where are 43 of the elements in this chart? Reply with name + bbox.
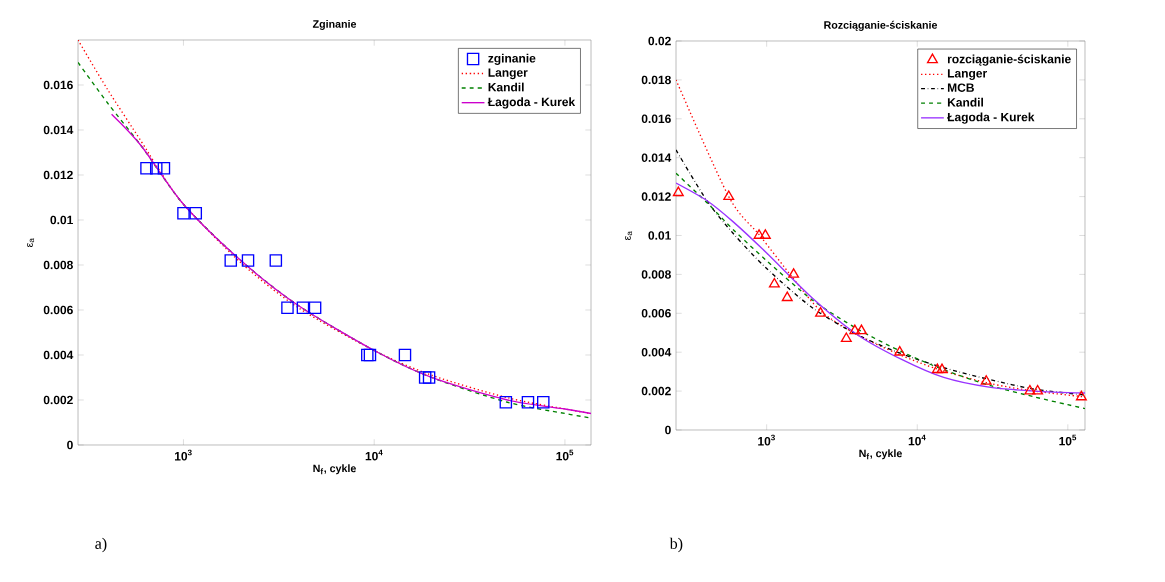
legend-label: Langer	[488, 68, 528, 80]
legend-label: Kandil	[488, 82, 524, 92]
y-axis-title: ε$_{a}$	[624, 231, 633, 241]
y-tick-label: 0.016	[641, 114, 671, 124]
x-tick-label: 10$^{5}$	[1059, 434, 1077, 446]
y-tick-label: 0.004	[641, 347, 672, 357]
y-tick-label: 0	[67, 440, 73, 450]
legend-label: Langer	[947, 69, 987, 80]
y-tick-label: 0.006	[641, 309, 671, 318]
y-tick-label: 0.012	[43, 170, 73, 180]
y-tick-label: 0.008	[641, 270, 671, 279]
legend-label: rozciąganie-ściskanie	[947, 54, 1071, 66]
legend-label: zginanie	[488, 53, 536, 65]
legend-label: Łagoda - Kurek	[487, 97, 576, 109]
x-axis-title: N$_{f}$, cykle	[859, 449, 902, 460]
y-tick-label: 0.014	[43, 125, 74, 135]
y-tick-label: 0.016	[43, 80, 73, 90]
x-axis-title: N$_{f}$, cykle	[313, 464, 356, 475]
text: b)	[669, 537, 683, 553]
x-tick-label: 10$^{4}$	[365, 449, 383, 461]
y-axis-title: ε$_{a}$	[26, 238, 35, 248]
chart-title: Rozciąganie-ściskanie	[824, 20, 938, 31]
legend-label: Łagoda - Kurek	[947, 112, 1035, 124]
y-tick-label: 0.02	[648, 36, 671, 46]
legend-label: MCB	[947, 83, 974, 92]
x-tick-label: 10$^{3}$	[758, 434, 775, 446]
y-tick-label: 0.018	[641, 75, 671, 85]
x-tick-label: 10$^{4}$	[908, 434, 926, 446]
y-tick-label: 0	[665, 425, 671, 435]
y-tick-label: 0.002	[43, 395, 73, 405]
y-tick-label: 0.006	[43, 305, 73, 315]
y-tick-label: 0.01	[648, 231, 671, 240]
x-tick-label: 10$^{5}$	[556, 449, 574, 461]
y-tick-label: 0.008	[43, 260, 73, 270]
y-tick-label: 0.004	[43, 350, 74, 360]
legend-label: Kandil	[947, 97, 983, 107]
text: a)	[95, 537, 107, 553]
y-tick-label: 0.01	[50, 215, 73, 225]
y-tick-label: 0.012	[641, 192, 671, 201]
x-tick-label: 10$^{3}$	[174, 449, 192, 461]
chart-title: Zginanie	[312, 19, 357, 30]
y-tick-label: 0.014	[641, 153, 672, 162]
y-tick-label: 0.002	[641, 386, 671, 396]
